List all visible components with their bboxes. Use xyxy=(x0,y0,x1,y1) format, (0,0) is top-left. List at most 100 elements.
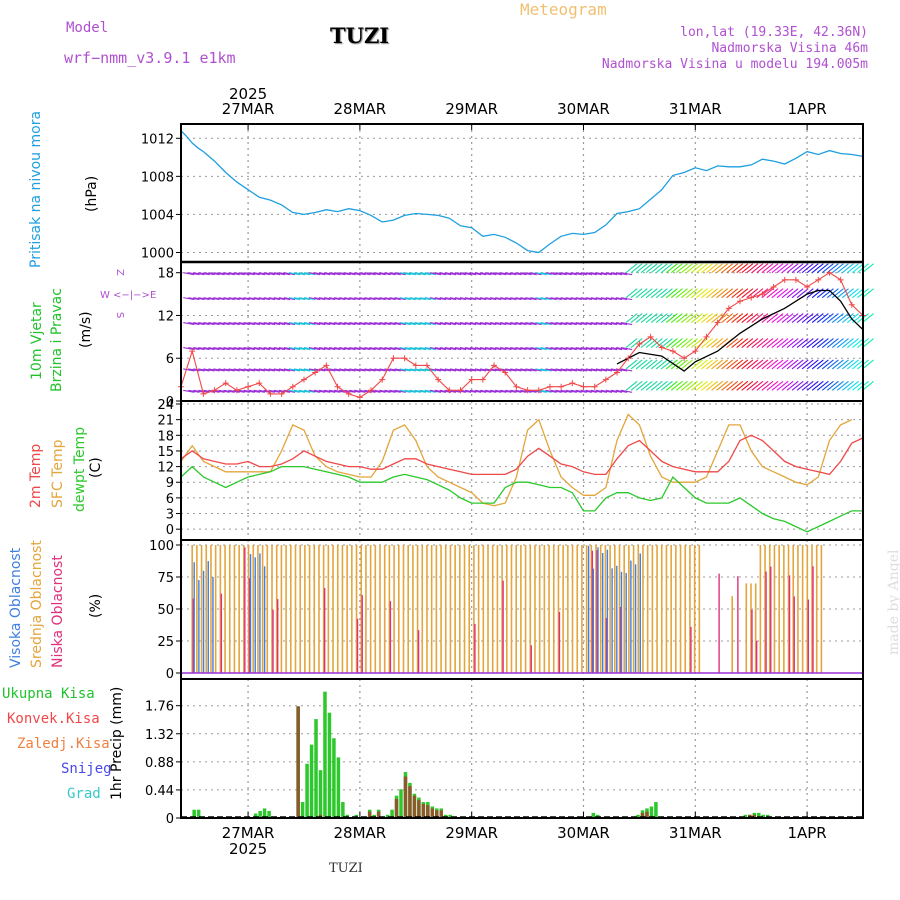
wind-barb xyxy=(862,339,873,348)
wind-barb xyxy=(812,314,823,323)
wind-barb xyxy=(696,289,707,298)
y-tick-label: 21 xyxy=(157,414,174,429)
precip-total-bar xyxy=(399,789,403,818)
wind-barb xyxy=(631,360,642,369)
wind-gust-marker xyxy=(793,277,799,283)
wind-gust-marker xyxy=(558,384,564,390)
wind-barb xyxy=(671,339,682,348)
wind-barb xyxy=(636,381,647,390)
wind-barb xyxy=(661,264,672,273)
x-tick-label-bottom: 28MAR xyxy=(334,824,387,842)
precip-conv-bar xyxy=(408,786,412,818)
wind-barb xyxy=(792,314,803,323)
wind-barb xyxy=(742,314,753,323)
wind-barb xyxy=(626,339,637,348)
y-tick-label: 15 xyxy=(157,445,174,460)
wind-barb xyxy=(671,381,682,390)
wind-barb xyxy=(737,360,748,369)
wind-barb xyxy=(827,264,838,273)
y-tick-label: 0.88 xyxy=(145,756,174,771)
compass-arrows: <−|−> xyxy=(113,290,150,301)
wind-barb xyxy=(782,360,793,369)
wind-barb xyxy=(717,381,728,390)
wind-barb xyxy=(706,264,717,273)
wind-barb xyxy=(782,381,793,390)
wind-barb xyxy=(772,339,783,348)
precip-total-bar xyxy=(654,802,658,818)
wind-gust-line xyxy=(181,273,863,398)
wind-barb xyxy=(832,264,843,273)
wind-barb xyxy=(837,381,848,390)
x-tick-label-bottom: 29MAR xyxy=(445,824,498,842)
wind-barb xyxy=(701,339,712,348)
wind-barb xyxy=(737,314,748,323)
y-tick-label: 0 xyxy=(166,667,174,682)
wind-barb xyxy=(852,339,863,348)
wind-barb xyxy=(712,264,723,273)
wind-barb xyxy=(847,360,858,369)
wind-barb xyxy=(696,264,707,273)
wind-barb xyxy=(712,339,723,348)
y-tick-label: 9 xyxy=(166,476,174,491)
wind-barb xyxy=(787,339,798,348)
wind-barb xyxy=(747,314,758,323)
wind-barb xyxy=(727,264,738,273)
wind-barb xyxy=(626,381,637,390)
wind-barb xyxy=(742,360,753,369)
wind-barb xyxy=(782,264,793,273)
wind-barb xyxy=(752,264,763,273)
wind-barb xyxy=(671,360,682,369)
wind-barb xyxy=(777,289,788,298)
wind-barb xyxy=(807,360,818,369)
precip-total-bar xyxy=(332,738,336,818)
wind-barb xyxy=(681,360,692,369)
wind-barb xyxy=(742,381,753,390)
wind-gust-marker xyxy=(290,384,296,390)
wind-barb xyxy=(701,360,712,369)
wind-barb xyxy=(767,264,778,273)
wind-barb xyxy=(701,264,712,273)
wind-barb xyxy=(777,360,788,369)
y-tick-label: 1.32 xyxy=(145,728,174,743)
wind-barb xyxy=(636,360,647,369)
wind-barb xyxy=(676,339,687,348)
wind-barb xyxy=(777,314,788,323)
wind-gust-marker xyxy=(223,380,229,386)
wind-barb xyxy=(782,339,793,348)
wind-barb xyxy=(732,264,743,273)
wind-barb xyxy=(802,314,813,323)
wind-gust-marker xyxy=(580,384,586,390)
wind-barb xyxy=(787,360,798,369)
wind-barb xyxy=(772,381,783,390)
wind-barb xyxy=(651,264,662,273)
wind-barb xyxy=(852,360,863,369)
panel-frame xyxy=(181,262,863,401)
precip-total-bar xyxy=(328,713,332,818)
wind-barb xyxy=(626,360,637,369)
dewpoint-line xyxy=(181,467,863,532)
y-tick-label: 25 xyxy=(157,635,174,650)
wind-barb xyxy=(862,264,873,273)
wind-barb xyxy=(812,381,823,390)
wind-gust-marker xyxy=(547,384,553,390)
wind-barb xyxy=(832,339,843,348)
wind-barb xyxy=(732,289,743,298)
wind-barb xyxy=(772,289,783,298)
wind-gust-marker xyxy=(826,270,832,276)
wind-barb xyxy=(727,289,738,298)
wind-barb xyxy=(706,381,717,390)
wind-barb xyxy=(862,381,873,390)
wind-barb xyxy=(747,381,758,390)
wind-barb xyxy=(646,289,657,298)
y-tick-label: 50 xyxy=(157,603,174,618)
wind-barb xyxy=(757,360,768,369)
wind-gust-marker xyxy=(245,384,251,390)
wind-barb xyxy=(641,381,652,390)
wind-barb xyxy=(757,381,768,390)
wind-barb xyxy=(772,264,783,273)
y-tick-label: 100 xyxy=(149,539,174,554)
wind-barb xyxy=(842,381,853,390)
wind-barb xyxy=(822,314,833,323)
wind-barb-field xyxy=(183,264,873,393)
wind-barb xyxy=(661,289,672,298)
